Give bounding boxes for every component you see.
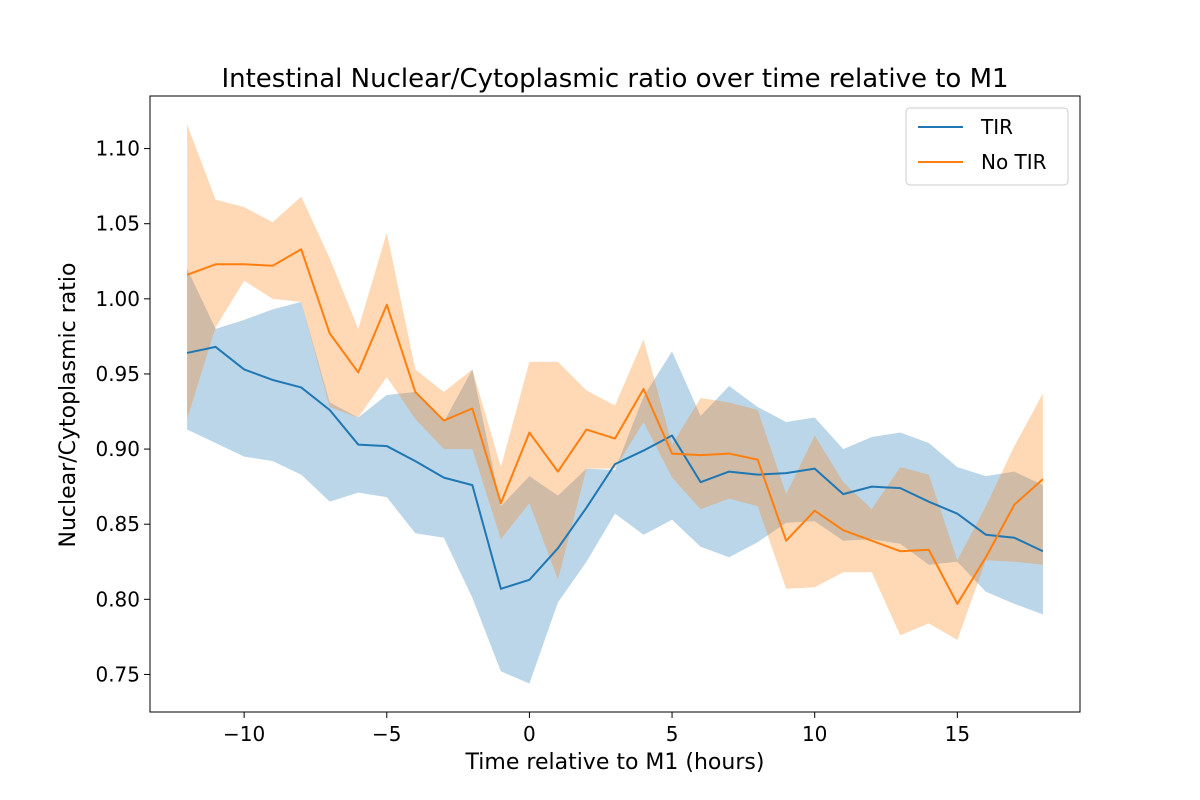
legend-label: TIR [980,115,1013,139]
x-tick-label: 10 [802,722,827,746]
line-series-1 [186,248,1044,605]
x-tick-label: −5 [372,722,401,746]
axes [149,95,1081,713]
y-tick-label: 0.75 [95,662,140,686]
legend: TIR No TIR [905,107,1069,186]
confidence-bands [187,124,1043,684]
y-tick-label: 0.95 [95,362,140,386]
x-tick-label: 0 [523,722,536,746]
band-series-1 [187,124,1043,640]
chart-title: Intestinal Nuclear/Cytoplasmic ratio ove… [221,64,1008,94]
y-tick-label: 0.85 [95,512,140,536]
band-series-0 [187,268,1043,684]
line-series-0 [186,345,1044,590]
x-axis-label: Time relative to M1 (hours) [465,750,765,775]
x-tick-label: 15 [945,722,970,746]
x-tick-label: 5 [666,722,679,746]
y-axis-label: Nuclear/Cytoplasmic ratio [56,263,81,548]
series-lines [186,248,1044,605]
y-axis-ticks: 0.75 0.80 0.85 0.90 0.95 1.00 1.05 1.10 [95,137,150,686]
y-tick-label: 1.05 [95,212,140,236]
y-tick-label: 1.00 [95,287,140,311]
y-tick-label: 0.80 [95,587,140,611]
legend-label: No TIR [981,150,1047,174]
y-tick-label: 0.90 [95,437,140,461]
x-tick-label: −10 [223,722,265,746]
y-tick-label: 1.10 [95,137,140,161]
plot-frame [149,95,1081,713]
x-axis-ticks: −10 −5 0 5 10 15 [223,712,970,746]
